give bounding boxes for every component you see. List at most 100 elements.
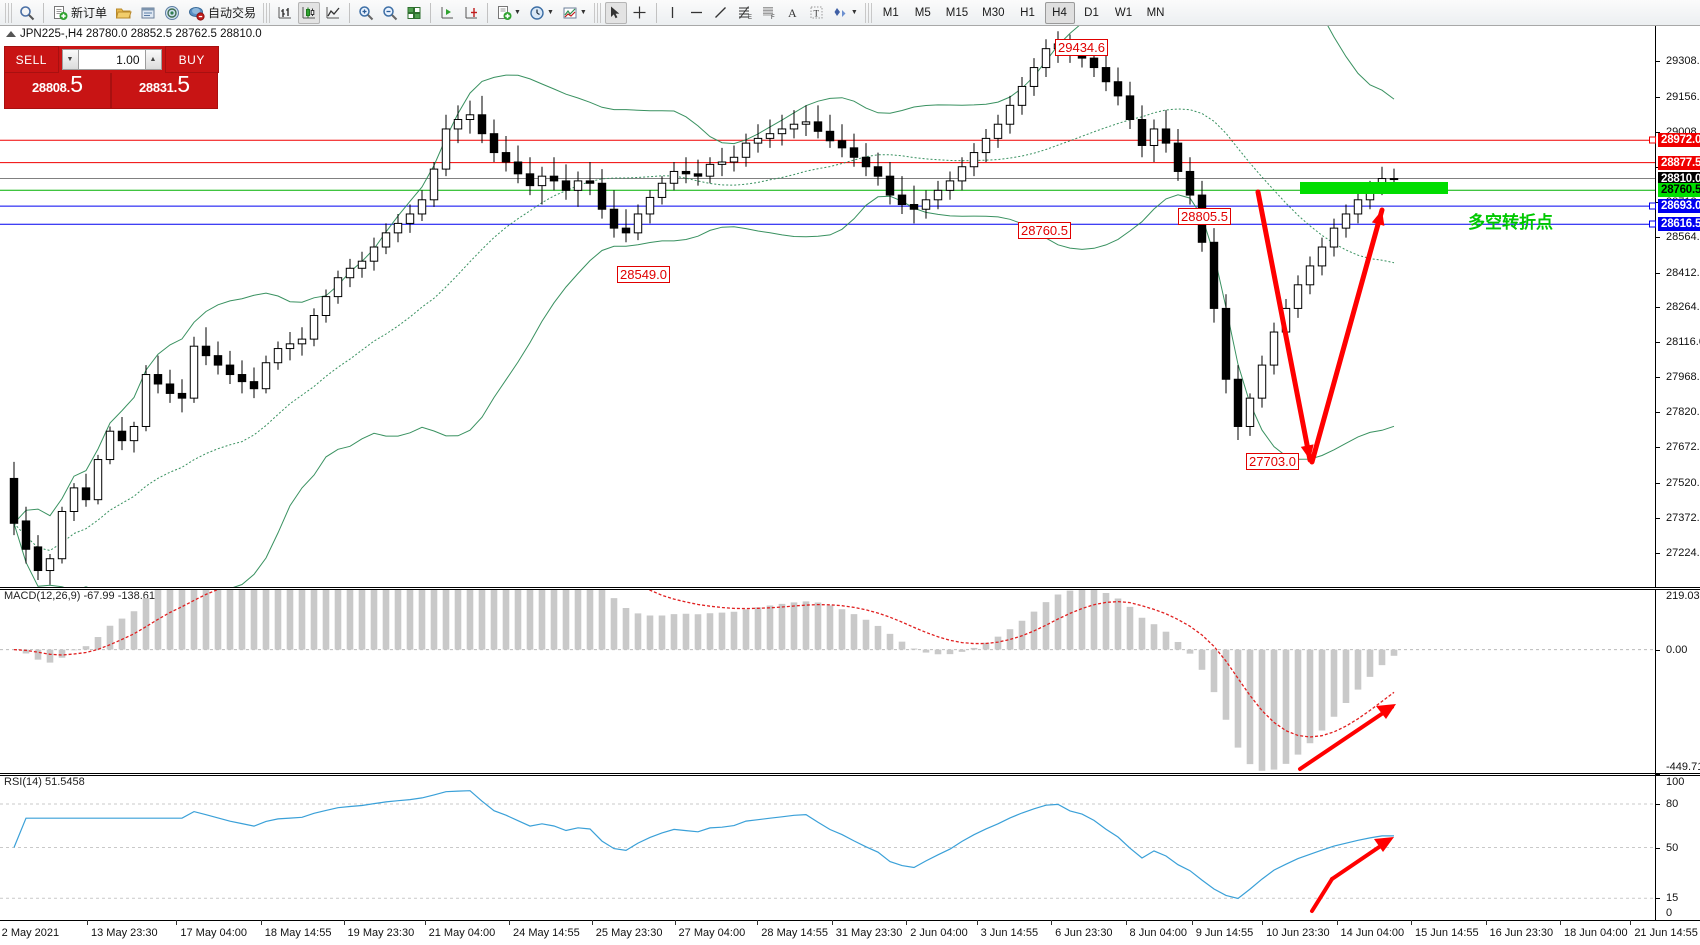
time-separator — [1262, 920, 1264, 925]
zoom-out-icon[interactable] — [379, 2, 401, 24]
level-28877-badge[interactable]: 28877.5 — [1658, 155, 1700, 170]
rsi-pane[interactable]: RSI(14) 51.5458 100 80 50 15 0 — [0, 775, 1700, 921]
level-28760-badge[interactable]: 28760.5 — [1658, 183, 1700, 198]
timeframe-m30[interactable]: M30 — [982, 6, 1005, 19]
macd-pane-top-border — [0, 589, 1700, 590]
macd-pane-bottom-border — [0, 773, 1700, 774]
folder-icon[interactable] — [112, 2, 135, 24]
period-clock-icon[interactable]: ▼ — [526, 2, 557, 24]
bar-chart-icon[interactable] — [274, 2, 296, 24]
timeframe-d1[interactable]: D1 — [1084, 6, 1099, 19]
price-tick-label: 27820.0 — [1666, 406, 1700, 419]
time-separator — [1630, 920, 1632, 925]
price-tick-label: 27224.0 — [1666, 547, 1700, 560]
chevron-down-icon-2[interactable]: ▼ — [546, 9, 554, 16]
time-tick-label: 10 Jun 23:30 — [1266, 927, 1330, 939]
toolbar-divider-3 — [430, 2, 432, 23]
rsi-tickmark — [1655, 898, 1660, 900]
main-toolbar: 新订单 自动交易 ▼ ▼ — [0, 0, 1700, 26]
chevron-down-icon-4[interactable]: ▼ — [850, 9, 858, 16]
price-tickmark — [1655, 236, 1660, 238]
timeframe-w1[interactable]: W1 — [1114, 6, 1133, 19]
rsi-label: RSI(14) 51.5458 — [2, 776, 87, 788]
timeframe-m1[interactable]: M1 — [882, 6, 899, 19]
macd-tickmark — [1655, 649, 1660, 651]
toolbar-divider-2 — [349, 2, 351, 23]
text-label-icon[interactable]: T — [806, 2, 828, 24]
rsi-tickmark — [1655, 804, 1660, 805]
time-separator — [906, 920, 908, 925]
buy-price-frac: 5 — [177, 71, 191, 97]
tag-28549: 28549.0 — [617, 266, 670, 283]
symbol-header: JPN225-,H4 28780.0 28852.5 28762.5 28810… — [20, 28, 262, 40]
price-tick-label: 28116.0 — [1666, 336, 1700, 349]
time-tick-label: 25 May 23:30 — [595, 927, 663, 939]
time-separator — [424, 920, 426, 925]
macd-tick-label: -449.71 — [1666, 761, 1700, 773]
sell-price[interactable]: 28808 . 5 — [4, 73, 111, 109]
trendline-icon[interactable] — [710, 2, 732, 24]
chart-window[interactable]: JPN225-,H4 28780.0 28852.5 28762.5 28810… — [0, 26, 1700, 945]
chevron-down-icon-3[interactable]: ▼ — [579, 9, 587, 16]
time-separator — [87, 920, 89, 925]
toolbar-grip-2[interactable] — [263, 2, 271, 23]
level-28616-badge[interactable]: 28616.5 — [1658, 217, 1700, 232]
price-pane-bottom-border — [0, 587, 1700, 588]
crosshair-icon[interactable] — [629, 2, 651, 24]
level-28972-badge[interactable]: 28972.0 — [1658, 133, 1700, 148]
timeframe-h1[interactable]: H1 — [1020, 6, 1035, 19]
timeframe-m15[interactable]: M15 — [945, 6, 969, 19]
auto-scroll-icon[interactable] — [460, 2, 482, 24]
vertical-line-icon[interactable] — [662, 2, 684, 24]
line-chart-icon[interactable] — [322, 2, 344, 24]
signals-radar-icon[interactable] — [161, 2, 183, 24]
level-28972-handle[interactable] — [1649, 136, 1656, 144]
buy-price-int: 28831 — [138, 80, 174, 95]
zoom-in-icon[interactable] — [355, 2, 377, 24]
time-tick-label: 24 May 14:55 — [513, 927, 580, 939]
timeframe-h4[interactable]: H4 — [1044, 1, 1075, 24]
volume-decrease-button[interactable]: ▼ — [61, 49, 79, 70]
toolbar-grip-4[interactable] — [864, 2, 872, 23]
zoom-tool-icon[interactable] — [16, 2, 38, 24]
level-28810-badge[interactable]: 28810.0 — [1658, 171, 1700, 186]
timeframe-mn[interactable]: MN — [1146, 6, 1165, 19]
fibonacci-icon[interactable]: E — [734, 2, 756, 24]
chart-scroll-marker — [6, 31, 16, 37]
buy-price[interactable]: 28831 . 5 — [111, 73, 218, 109]
macd-pane[interactable]: MACD(12,26,9) -67.99 -138.61 219.03 0.00 -… — [0, 589, 1700, 775]
level-28616-handle[interactable] — [1649, 220, 1656, 228]
text-icon[interactable]: A — [782, 2, 804, 24]
auto-trading-button[interactable]: 自动交易 — [185, 2, 259, 24]
sell-price-frac: 5 — [70, 71, 84, 97]
fibo-fan-icon[interactable]: F — [758, 2, 780, 24]
shift-end-icon[interactable] — [436, 2, 458, 24]
order-panel-prices: 28808 . 5 28831 . 5 — [4, 73, 219, 109]
tile-windows-icon[interactable] — [403, 2, 425, 24]
templates-icon[interactable]: ▼ — [493, 2, 524, 24]
toolbar-grip[interactable] — [5, 2, 12, 23]
sell-button[interactable]: SELL — [4, 46, 59, 73]
level-28693-handle[interactable] — [1649, 202, 1656, 210]
toolbar-grip-3[interactable] — [593, 2, 601, 23]
chevron-down-icon[interactable]: ▼ — [514, 9, 521, 16]
volume-increase-button[interactable]: ▲ — [144, 49, 162, 70]
volume-input[interactable]: 1.00 — [78, 49, 145, 70]
time-separator — [1125, 920, 1127, 925]
time-separator — [591, 920, 593, 925]
level-28693-badge[interactable]: 28693.0 — [1658, 199, 1700, 214]
horizontal-line-icon[interactable] — [686, 2, 708, 24]
price-pane[interactable]: JPN225-,H4 28780.0 28852.5 28762.5 28810… — [0, 26, 1700, 588]
indicators-icon[interactable]: ▼ — [559, 2, 590, 24]
volume-stepper[interactable]: ▼ 1.00 ▲ — [58, 46, 165, 73]
one-click-trading-panel[interactable]: SELL ▼ 1.00 ▲ BUY 28808 . 5 28831 . 5 — [4, 46, 219, 109]
terminal-window-icon[interactable] — [137, 2, 159, 24]
timeframe-m5[interactable]: M5 — [914, 6, 931, 19]
time-axis[interactable]: 2 May 2021 13 May 23:30 17 May 04:00 18 May… — [0, 920, 1700, 945]
shapes-icon[interactable]: ▼ — [830, 2, 861, 24]
candlestick-chart-icon[interactable] — [298, 1, 321, 24]
pointer-icon[interactable] — [604, 1, 627, 24]
price-tick-label: 27372.0 — [1666, 512, 1700, 525]
buy-button[interactable]: BUY — [164, 46, 219, 73]
new-order-button[interactable]: 新订单 — [49, 2, 110, 24]
